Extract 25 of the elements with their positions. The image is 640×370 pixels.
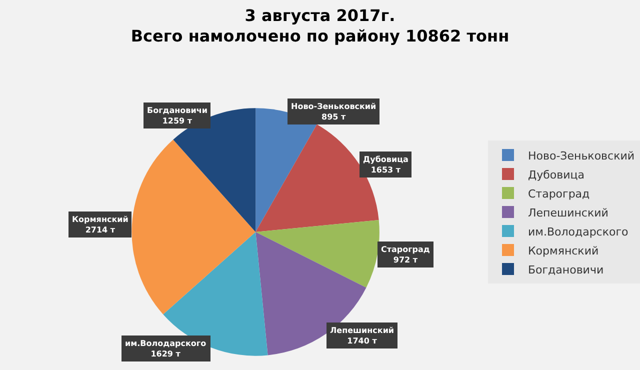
slice-label: Дубовица (363, 155, 408, 164)
chart-title: 3 августа 2017г. Всего намолочено по району 10862 тонн (130, 6, 510, 46)
legend-label: им.Володарского (528, 225, 629, 238)
legend-label: Лепешинский (528, 206, 608, 220)
pie-slice (256, 108, 317, 232)
data-label: 2714 т (85, 225, 116, 234)
data-label: 1259 т (162, 116, 192, 126)
legend-label: Кормянский (528, 244, 599, 258)
data-label: 1740 т (347, 336, 378, 346)
slice-label: Лепешинский (330, 326, 394, 335)
pie-slice (132, 140, 256, 314)
slice-label: Ново-Зеньковский (291, 102, 376, 111)
legend-label: Староград (528, 187, 590, 200)
slice-label: Староград (381, 245, 430, 254)
slice-label: Богдановичи (147, 106, 208, 115)
slice-label: им.Володарского (125, 339, 207, 348)
pie-slice (256, 220, 380, 288)
legend-label: Богдановичи (528, 263, 604, 276)
data-label: 895 т (322, 112, 346, 122)
legend-label: Ново-Зеньковский (528, 149, 635, 162)
legend-label: Дубовица (528, 168, 584, 182)
data-label: 1629 т (150, 349, 181, 358)
data-label: 1653 т (370, 165, 401, 174)
slice-label: Кормянский (72, 215, 128, 224)
data-label: 972 т (393, 255, 418, 264)
